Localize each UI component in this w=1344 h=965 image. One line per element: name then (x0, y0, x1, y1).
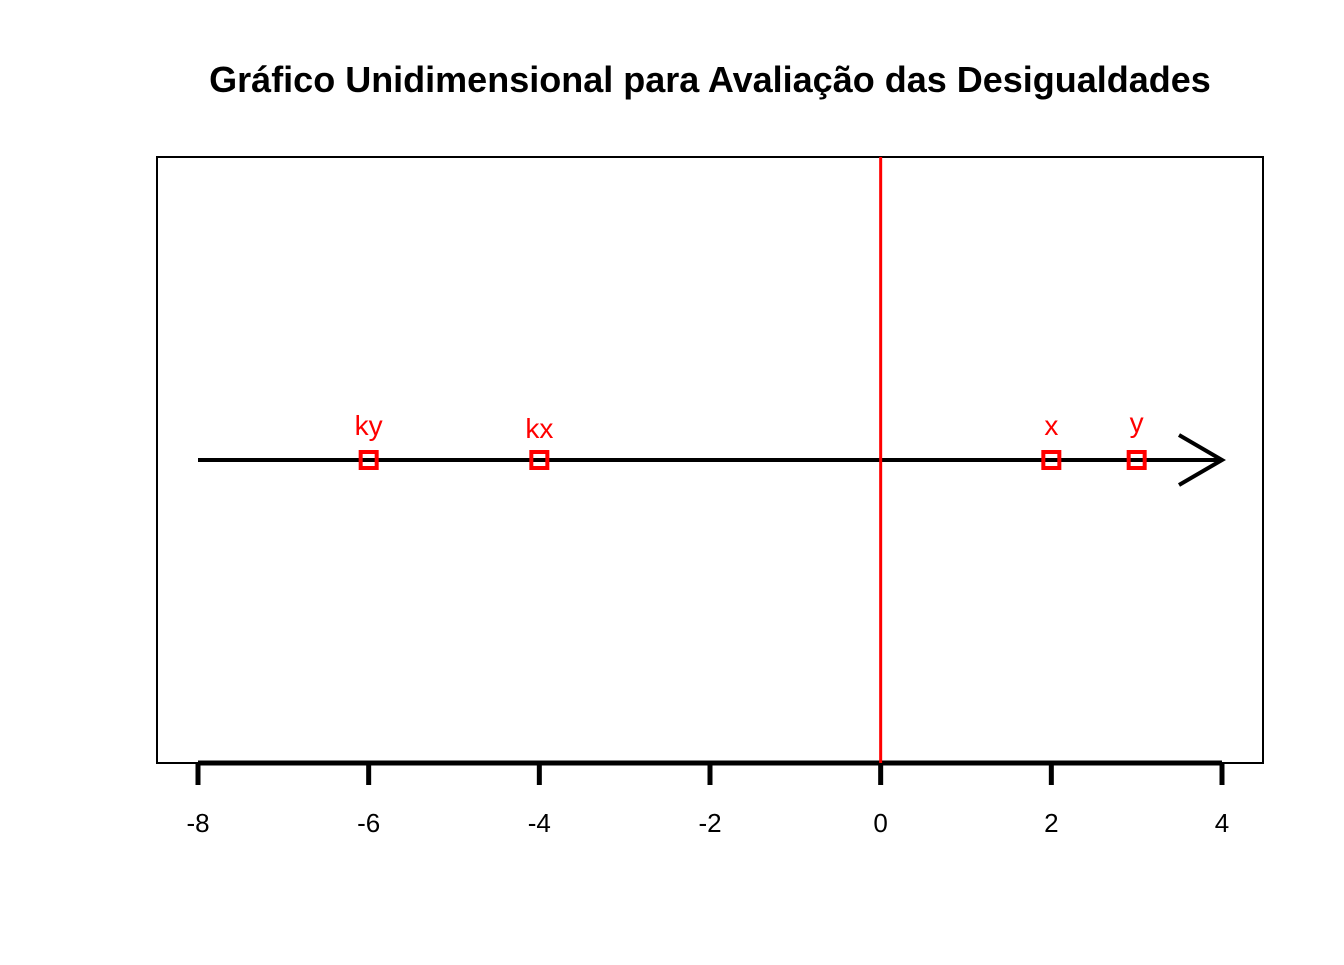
data-point-label-kx: kx (525, 413, 553, 444)
data-point-label-ky: ky (355, 410, 383, 441)
data-point-ky (358, 450, 379, 470)
marks-layer: -8 -6 -4 -2 0 2 4 ky kx x y (186, 157, 1229, 838)
chart-title: Gráfico Unidimensional para Avaliação da… (209, 59, 1211, 100)
number-line-arrowhead (1177, 433, 1226, 487)
x-tick-label: 2 (1044, 808, 1058, 838)
data-point-kx (529, 450, 550, 470)
x-tick-label: -8 (186, 808, 209, 838)
data-point-label-x: x (1044, 410, 1058, 441)
data-point-label-y: y (1130, 407, 1144, 438)
x-tick-label: -6 (357, 808, 380, 838)
data-point-x (1041, 450, 1062, 470)
data-point-y (1126, 450, 1147, 470)
x-tick-label: -4 (528, 808, 551, 838)
x-tick-label: 0 (873, 808, 887, 838)
x-tick-label: -2 (698, 808, 721, 838)
x-tick-label: 4 (1215, 808, 1229, 838)
